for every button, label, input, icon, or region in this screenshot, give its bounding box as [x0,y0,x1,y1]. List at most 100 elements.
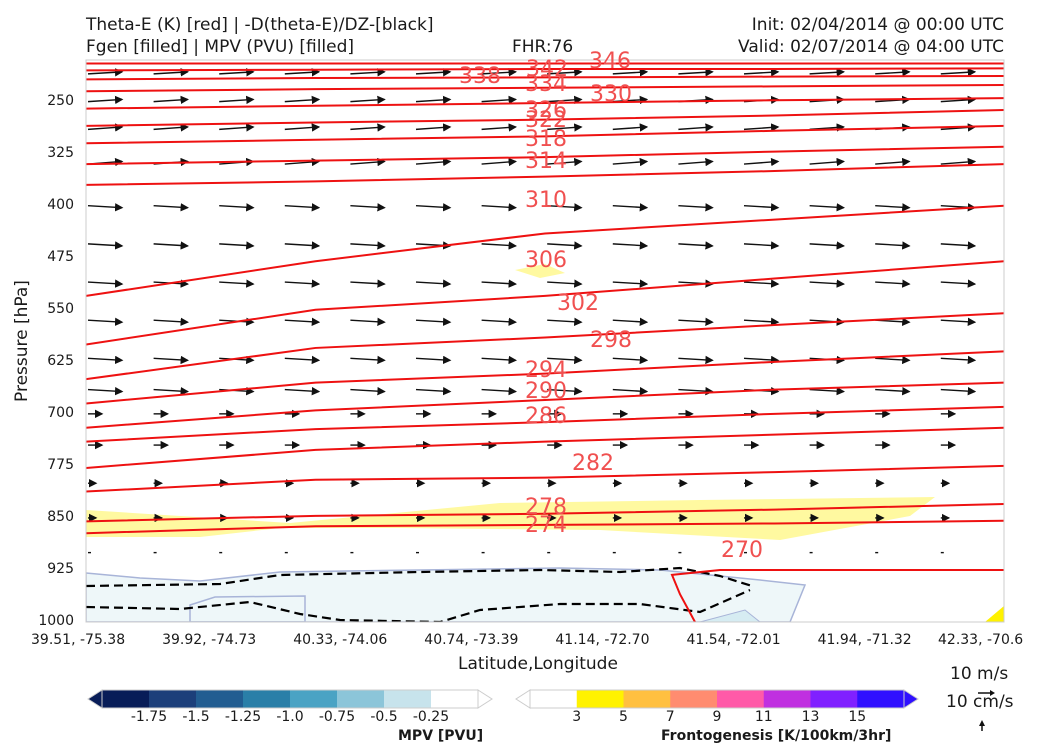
colorbar-swatch [149,690,197,708]
wind-vector [678,123,714,132]
theta-e-contour [86,381,1004,429]
colorbar-swatch [337,690,385,708]
wind-vector [678,317,714,326]
x-tick-label: 41.14, -72.70 [555,632,650,648]
wind-vector [153,68,189,77]
wind-vector [678,203,714,212]
theta-e-contour [86,312,1004,381]
y-tick-label: 625 [47,352,74,369]
wind-vector [153,386,189,396]
wind-vector [87,355,124,365]
colorbar-tick-label: -0.5 [370,709,398,725]
theta-e-contour [86,163,1004,186]
wind-vector [875,68,911,77]
colorbar-extend-max [477,689,493,709]
wind-vector [481,355,517,365]
colorbars [87,689,919,709]
theta-e-label: 290 [525,379,567,404]
wind-vector [415,317,452,326]
colorbar-swatch [431,690,479,708]
wind-vector [743,355,780,365]
wind-vector [547,123,583,132]
theta-e-label: 286 [525,404,567,429]
wind-vector [875,157,911,167]
wind-vector [87,386,124,396]
colorbar-swatch [717,690,765,708]
wind-vector [809,386,845,396]
theta-e-contour [86,124,1004,145]
theta-e-contour [86,260,1004,346]
colorbar-tick-label: 9 [712,709,722,725]
theta-e-label: 318 [525,127,567,152]
forecast-hour: FHR:76 [512,37,574,57]
colorbar-tick-label: 7 [665,709,675,725]
plot-frame [85,59,1005,623]
wind-vector [612,157,649,167]
colorbar-swatch [530,690,578,708]
title-left-line2: Fgen [filled] | MPV (PVU) [filled] [86,37,355,57]
wind-vector [481,241,517,250]
wind-vector [219,279,255,288]
wind-vector [875,241,911,250]
title-left-line1: Theta-E (K) [red] | -D(theta-E)/DZ-[blac… [86,15,434,35]
wind-vector [87,95,124,105]
theta-e-contour [86,426,1004,469]
theta-e-contour [86,108,1004,127]
wind-vector [612,279,649,288]
wind-vector [350,123,386,132]
y-tick-label: 325 [47,144,74,161]
wind-vector [153,203,189,212]
theta-e-contour [86,405,1004,443]
wind-vector [284,95,321,105]
wind-vector [743,317,780,326]
theta-e-label: 346 [589,49,631,74]
wind-vector [940,157,977,167]
wind-vector [219,241,255,250]
colorbar-extend-min [515,689,531,709]
wind-vector [612,203,649,212]
wind-vector [875,279,911,288]
wind-vector [612,355,649,365]
wind-vector [481,123,517,132]
colorbar-swatch [576,690,624,708]
wind-vector [153,241,189,250]
wind-vector [153,123,189,132]
x-tick-label: 41.54, -72.01 [686,632,781,648]
wind-vector [87,279,124,288]
wind-vector [415,386,452,396]
colorbar-swatch [384,690,432,708]
wind-vector [547,241,583,250]
colorbar-swatch [243,690,291,708]
wind-vector [875,355,911,365]
wind-vector [940,317,977,326]
wind-vector [350,317,386,326]
wind-vector [284,203,321,212]
x-tick-label: 40.33, -74.06 [293,632,388,648]
colorbar-tick-label: -0.75 [318,709,356,725]
colorbar-tick-label: 15 [848,709,867,725]
wind-vector [809,68,845,77]
wind-vector [284,68,321,77]
theta-e-label: 342 [526,57,568,82]
wind-vector [547,68,583,77]
x-tick-label: 41.94, -71.32 [817,632,912,648]
wind-vector [678,68,714,77]
wind-vector [284,157,321,167]
theta-e-contour [86,67,1004,72]
theta-e-label: 274 [525,513,567,538]
wind-vector [415,123,452,132]
wind-vector [481,68,517,77]
wind-vector [284,317,321,326]
colorbar-swatch [763,690,811,708]
theta-e-label: 330 [590,82,632,107]
wind-vector [809,279,845,288]
wind-vector [678,386,714,396]
wind-vector [875,386,911,396]
wind-vector [153,355,189,365]
mpv-fill-inner [189,595,306,622]
y-tick-label: 475 [47,248,74,265]
y-tick-label: 775 [47,456,74,473]
wind-vector [809,157,845,167]
wind-vector [481,279,517,288]
